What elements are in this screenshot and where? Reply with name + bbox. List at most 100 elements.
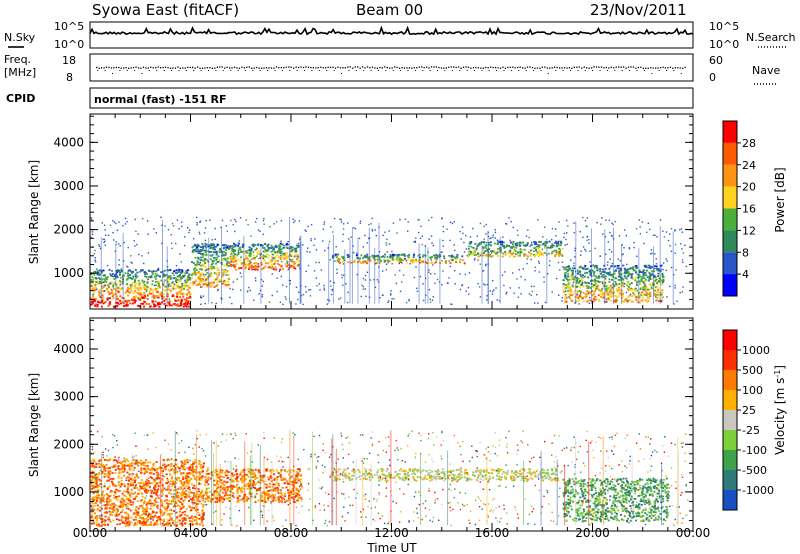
echo-cell (117, 505, 120, 508)
echo-cell (563, 291, 566, 293)
echo-cell (634, 266, 637, 269)
echo-cell (250, 258, 253, 260)
echo-cell (230, 256, 233, 259)
echo-cell (597, 277, 600, 279)
freq-point (199, 67, 201, 69)
echo-cell (157, 282, 160, 285)
echo-cell (135, 511, 138, 514)
nave-point (134, 70, 136, 71)
echo-cell (93, 508, 96, 511)
echo-cell (157, 488, 160, 491)
echo-cell (154, 469, 156, 472)
echo-cell (182, 518, 185, 520)
echo-cell (601, 282, 604, 285)
echo-cell (192, 475, 195, 477)
echo-cell (94, 285, 97, 288)
echo-cell (131, 285, 134, 287)
echo-cell (98, 245, 101, 247)
echo-cell (147, 269, 150, 272)
freq-point (430, 66, 433, 68)
echo-cell (146, 277, 148, 280)
echo-cell (134, 299, 137, 302)
echo-cell (116, 295, 118, 298)
echo-cell (192, 487, 194, 489)
echo-cell (641, 300, 644, 302)
echo-cell (323, 287, 325, 289)
echo-cell (213, 272, 216, 274)
echo-cell (258, 252, 261, 254)
echo-cell (183, 288, 185, 290)
echo-cell (442, 239, 444, 242)
beam-title: Beam 00 (356, 1, 423, 19)
echo-cell (132, 271, 135, 273)
echo-cell (194, 523, 197, 525)
echo-cell (145, 468, 148, 471)
echo-cell (555, 235, 557, 237)
echo-cell (419, 261, 422, 264)
echo-cell (187, 301, 190, 304)
echo-cell (113, 502, 115, 505)
echo-cell (650, 278, 653, 280)
echo-cell (609, 258, 611, 260)
echo-cell (191, 473, 194, 476)
echo-cell (278, 244, 280, 246)
echo-cell (239, 272, 242, 274)
echo-cell (124, 292, 127, 295)
echo-cell (194, 256, 197, 259)
echo-cell (145, 276, 148, 278)
echo-cell (629, 287, 632, 290)
echo-cell (674, 243, 677, 246)
echo-cell (475, 248, 478, 251)
noise-top-right: 10^5 (709, 20, 739, 33)
echo-cell (156, 489, 159, 492)
echo-cell (292, 246, 295, 249)
echo-cell (276, 290, 278, 293)
echo-cell (134, 289, 137, 292)
echo-cell (332, 231, 334, 233)
freq-point (238, 67, 241, 69)
echo-cell (221, 258, 224, 261)
echo-cell (159, 275, 162, 278)
echo-cell (154, 484, 157, 487)
echo-cell (558, 247, 561, 250)
echo-cell (670, 250, 673, 253)
echo-cell (417, 260, 420, 263)
echo-cell (93, 253, 95, 255)
freq-point (389, 67, 391, 69)
echo-cell (274, 266, 277, 268)
echo-cell (198, 461, 201, 464)
echo-cell (276, 262, 279, 265)
echo-cell (538, 246, 541, 248)
echo-cell (228, 265, 230, 267)
echo-cell (119, 282, 122, 285)
echo-cell (536, 247, 539, 249)
echo-cell (172, 285, 175, 288)
echo-cell (313, 270, 316, 272)
echo-cell (138, 282, 141, 285)
echo-cell (228, 256, 231, 259)
echo-cell (471, 253, 474, 255)
echo-cell (444, 260, 447, 263)
echo-cell (250, 235, 252, 237)
echo-cell (290, 250, 293, 253)
echo-cell (360, 295, 362, 298)
echo-cell (595, 288, 597, 290)
echo-cell (675, 269, 677, 271)
echo-cell (137, 297, 140, 300)
echo-cell (594, 247, 596, 250)
freq-point (192, 66, 194, 69)
echo-cell (255, 279, 257, 282)
echo-cell (510, 253, 513, 256)
echo-cell (162, 273, 165, 276)
echo-cell (283, 246, 286, 249)
echo-cell (287, 240, 289, 243)
echo-cell (262, 220, 265, 222)
echo-cell (645, 269, 648, 272)
echo-cell (144, 275, 147, 278)
freq-point (285, 66, 287, 68)
echo-cell (618, 235, 621, 237)
echo-cell (178, 519, 181, 522)
echo-cell (117, 465, 120, 468)
echo-cell (215, 250, 218, 253)
echo-cell (669, 233, 671, 235)
